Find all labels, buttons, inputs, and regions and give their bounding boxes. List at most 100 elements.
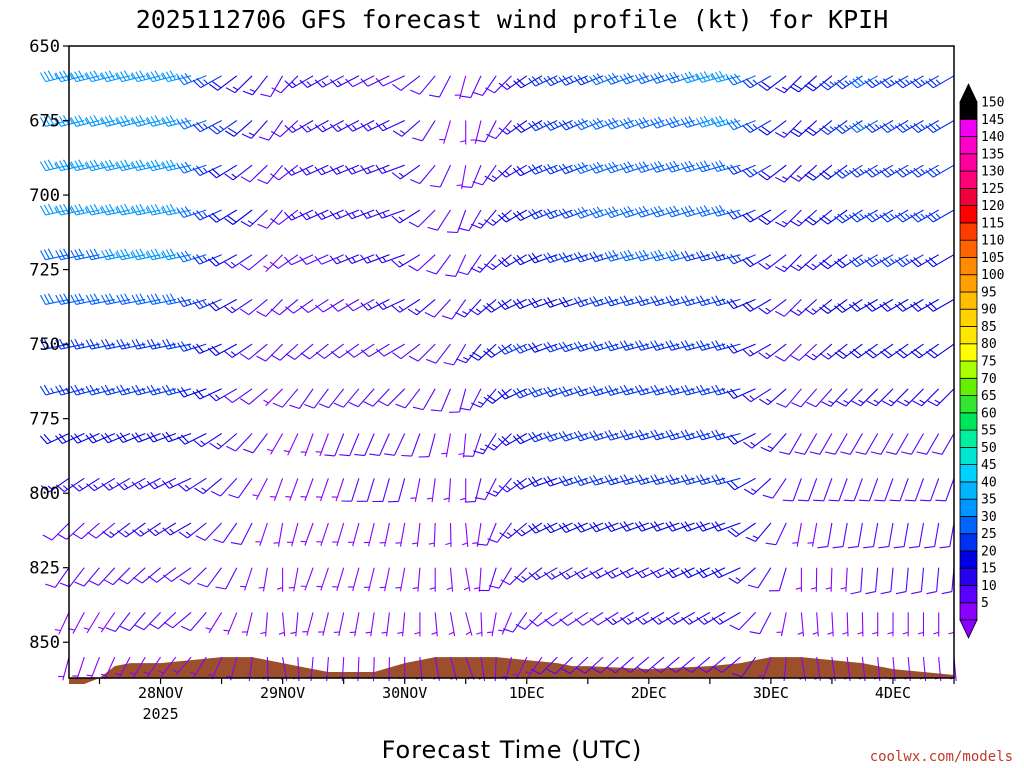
wind-barb: [162, 293, 192, 305]
wind-barb: [39, 115, 70, 127]
wind-barb: [269, 254, 299, 269]
wind-barb: [330, 298, 360, 312]
wind-barb: [85, 70, 115, 83]
wind-barb: [375, 298, 405, 310]
wind-barb: [448, 612, 456, 637]
wind-barb: [260, 612, 268, 637]
wind-barb: [634, 384, 665, 396]
wind-barb: [192, 120, 222, 133]
wind-barb: [512, 298, 543, 310]
wind-barb: [360, 254, 390, 264]
wind-barb: [100, 384, 131, 396]
wind-barb: [794, 433, 818, 455]
wind-barb: [85, 338, 115, 350]
wind-barb: [443, 478, 452, 503]
wind-barb: [460, 120, 467, 145]
wind-barb: [500, 656, 513, 681]
wind-barb: [573, 430, 604, 442]
wind-barb: [880, 343, 909, 359]
wind-barb: [146, 384, 176, 396]
wind-barb: [512, 209, 543, 221]
wind-barb: [427, 209, 451, 231]
wind-barb: [369, 433, 390, 456]
wind-barb: [463, 567, 471, 592]
wind-barb: [39, 159, 70, 172]
wind-barb: [804, 254, 833, 271]
wind-barb: [528, 75, 558, 87]
wind-barb: [341, 478, 360, 502]
wind-barb: [680, 71, 711, 84]
wind-barb: [207, 298, 238, 312]
wind-barb: [70, 70, 100, 83]
wind-barb: [791, 388, 818, 408]
wind-barb: [543, 476, 573, 487]
wind-barb: [843, 478, 863, 502]
wind-barb: [391, 209, 421, 224]
wind-barb: [619, 249, 649, 262]
wind-barb: [665, 384, 695, 396]
wind-barb: [85, 203, 115, 216]
wind-barb: [680, 116, 711, 128]
wind-barb: [461, 522, 469, 547]
wind-barb: [131, 293, 161, 305]
wind-barb: [146, 338, 176, 350]
wind-barb: [375, 343, 405, 357]
wind-barb: [558, 430, 588, 442]
wind-barb: [348, 522, 360, 547]
wind-barb: [619, 72, 649, 85]
wind-barb: [817, 522, 833, 549]
wind-barb: [85, 384, 115, 396]
wind-barb: [728, 567, 756, 584]
wind-barb: [302, 612, 314, 636]
wind-barb: [889, 478, 909, 502]
wind-barb: [441, 433, 452, 458]
wind-barb: [604, 611, 634, 626]
colorbar-segment: [959, 412, 978, 431]
wind-barb: [266, 433, 284, 455]
wind-barb: [499, 522, 528, 539]
wind-barb: [408, 254, 436, 272]
wind-barbs-layer: [39, 70, 957, 682]
wind-barb: [263, 254, 283, 272]
wind-barb: [476, 612, 483, 637]
colorbar-segment: [959, 377, 978, 396]
wind-barb: [333, 388, 360, 408]
wind-barb: [430, 388, 452, 412]
wind-barb: [634, 161, 665, 174]
wind-barb: [528, 476, 558, 488]
wind-barb: [901, 433, 924, 455]
wind-barb: [619, 429, 649, 441]
colorbar-segment: [959, 256, 978, 276]
wind-barb: [619, 340, 649, 351]
wind-barb: [498, 254, 528, 268]
wind-barb: [101, 293, 131, 305]
colorbar-label: 25: [981, 527, 997, 542]
wind-barb: [72, 656, 85, 681]
wind-barb: [834, 343, 863, 360]
wind-barb: [70, 338, 100, 350]
wind-barb: [131, 203, 161, 216]
wind-barb: [650, 429, 680, 441]
wind-barb: [879, 164, 909, 178]
colorbar-label: 75: [981, 355, 997, 370]
wind-barb: [650, 384, 680, 396]
wind-barb: [284, 298, 314, 314]
colorbar-segment: [959, 567, 978, 586]
colorbar-label: 40: [981, 475, 997, 490]
wind-barb: [193, 433, 222, 448]
wind-barb: [893, 522, 909, 549]
wind-barb: [804, 75, 833, 92]
wind-barb: [40, 203, 70, 216]
wind-barb: [650, 340, 680, 351]
wind-barb: [459, 388, 482, 411]
wind-barb: [455, 299, 482, 318]
wind-barb: [158, 656, 177, 677]
wind-barb: [528, 297, 558, 309]
wind-barb: [848, 209, 878, 223]
colorbar-segment: [959, 429, 978, 448]
wind-barb: [604, 206, 634, 219]
wind-barb: [333, 612, 345, 637]
wind-barb: [573, 161, 604, 175]
wind-barb: [85, 248, 115, 261]
colorbar-label: 5: [981, 596, 989, 611]
